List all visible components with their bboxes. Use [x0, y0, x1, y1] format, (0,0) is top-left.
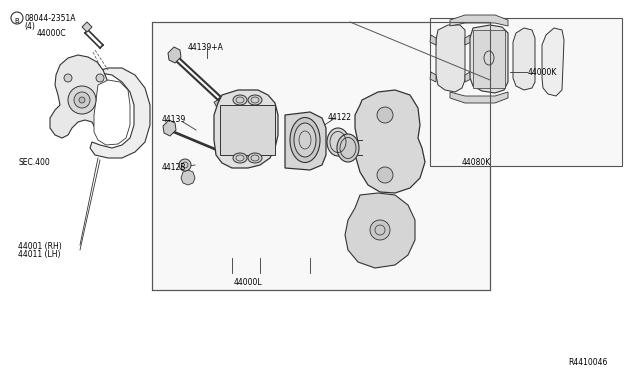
Polygon shape — [465, 72, 471, 82]
Circle shape — [179, 159, 191, 171]
Text: 08044-2351A: 08044-2351A — [24, 14, 76, 23]
Polygon shape — [50, 55, 120, 138]
Text: 44139+A: 44139+A — [188, 43, 224, 52]
Polygon shape — [82, 22, 92, 32]
Circle shape — [96, 74, 104, 82]
Bar — [430, 18, 622, 166]
Polygon shape — [513, 28, 535, 90]
Circle shape — [377, 107, 393, 123]
Text: 44011 (LH): 44011 (LH) — [18, 250, 61, 259]
Text: 44000K: 44000K — [528, 68, 557, 77]
Text: 44080K: 44080K — [461, 158, 491, 167]
Polygon shape — [285, 112, 326, 170]
Polygon shape — [430, 35, 436, 45]
Bar — [220, 105, 275, 155]
Polygon shape — [470, 25, 508, 93]
Ellipse shape — [233, 153, 247, 163]
Bar — [473, 30, 505, 88]
Text: 44139: 44139 — [162, 115, 186, 124]
Polygon shape — [214, 90, 278, 168]
Polygon shape — [345, 193, 415, 268]
Ellipse shape — [337, 134, 359, 162]
Polygon shape — [436, 25, 465, 92]
Polygon shape — [168, 47, 181, 63]
Bar — [152, 22, 490, 290]
Circle shape — [64, 74, 72, 82]
Circle shape — [79, 97, 85, 103]
Text: 44122: 44122 — [328, 113, 352, 122]
Text: 44000L: 44000L — [234, 278, 262, 287]
Text: (4): (4) — [24, 22, 35, 31]
Ellipse shape — [327, 128, 349, 156]
Polygon shape — [90, 68, 150, 158]
Text: 4412B: 4412B — [162, 163, 186, 172]
Polygon shape — [355, 90, 425, 193]
Polygon shape — [181, 170, 195, 185]
Polygon shape — [542, 28, 564, 96]
Ellipse shape — [290, 118, 320, 163]
Ellipse shape — [248, 153, 262, 163]
Text: 44000C: 44000C — [37, 29, 67, 38]
Text: B: B — [15, 18, 19, 24]
Circle shape — [68, 86, 96, 114]
Ellipse shape — [294, 123, 316, 157]
Ellipse shape — [233, 95, 247, 105]
Polygon shape — [94, 80, 130, 145]
Text: SEC.400: SEC.400 — [18, 158, 50, 167]
Circle shape — [74, 92, 90, 108]
Polygon shape — [450, 92, 508, 103]
Polygon shape — [465, 35, 471, 45]
Polygon shape — [214, 100, 222, 108]
Text: 44001 (RH): 44001 (RH) — [18, 242, 61, 251]
Polygon shape — [430, 72, 436, 82]
Ellipse shape — [248, 95, 262, 105]
Polygon shape — [163, 120, 176, 136]
Polygon shape — [450, 15, 508, 26]
Circle shape — [377, 167, 393, 183]
Circle shape — [370, 220, 390, 240]
Text: R4410046: R4410046 — [568, 358, 607, 367]
